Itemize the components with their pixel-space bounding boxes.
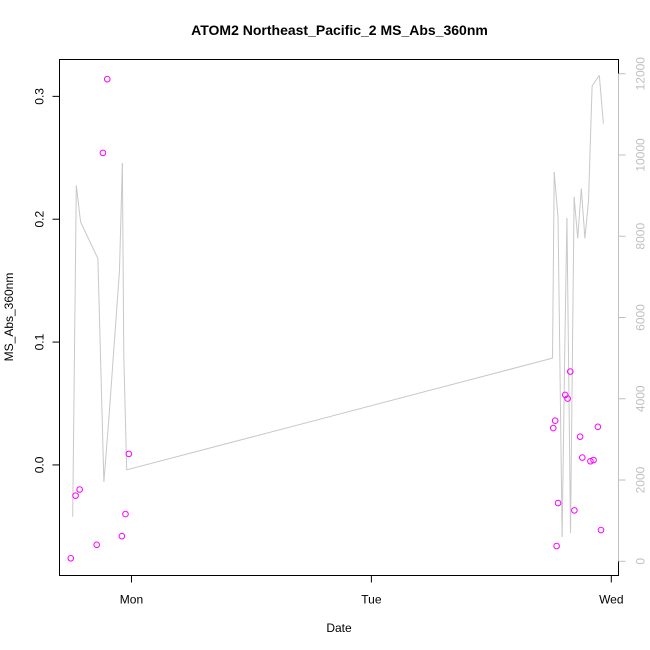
line-segment: [557, 217, 563, 537]
data-point: [99, 149, 107, 157]
data-point: [93, 541, 100, 549]
line-segment: [552, 172, 555, 359]
y-axis-left: 0.0 0.1 0.2 0.3: [33, 88, 60, 473]
x-tick-label: Mon: [120, 593, 143, 607]
data-point: [118, 532, 126, 540]
y-tick-label: 0.1: [33, 333, 47, 350]
y-axis-label: MS_Abs_360nm: [2, 273, 16, 362]
line-segment: [570, 196, 575, 533]
series-line-group: [72, 75, 604, 537]
data-point: [125, 450, 133, 458]
y-tick-label: 0.0: [33, 456, 47, 473]
line-segment: [108, 270, 120, 422]
plot-box: [59, 59, 619, 576]
y2-tick-label: 8000: [634, 223, 648, 250]
line-segment: [126, 357, 553, 471]
data-point: [564, 395, 571, 402]
line-segment: [598, 75, 604, 124]
data-point: [587, 457, 594, 465]
x-tick-label: Tue: [361, 593, 382, 607]
data-point: [594, 423, 602, 431]
data-point: [76, 486, 83, 493]
line-segment: [121, 163, 125, 357]
line-segment: [580, 188, 586, 239]
y2-tick-label: 6000: [634, 304, 648, 331]
line-segment: [561, 366, 566, 537]
data-point: [590, 456, 597, 464]
data-point: [551, 417, 559, 425]
data-point: [554, 499, 562, 507]
data-point: [72, 492, 79, 499]
line-segment: [564, 217, 568, 367]
y2-tick-label: 12000: [634, 57, 648, 91]
line-segment: [75, 185, 82, 223]
y2-tick-label: 10000: [634, 138, 648, 172]
data-point: [566, 368, 574, 375]
line-segment: [591, 75, 600, 87]
data-point: [549, 424, 557, 432]
line-segment: [118, 163, 123, 271]
line-segment: [72, 185, 77, 517]
line-segment: [123, 356, 128, 470]
line-segment: [97, 258, 105, 483]
data-point: [67, 555, 75, 562]
line-segment: [553, 172, 559, 218]
y2-tick-label: 4000: [634, 385, 648, 412]
x-axis: Mon Tue Wed: [120, 575, 624, 607]
y-tick-label: 0.2: [33, 211, 47, 228]
chart-title: ATOM2 Northeast_Pacific_2 MS_Abs_360nm: [191, 22, 488, 38]
y-axis-right: 0 2000 4000 6000 8000 10000 12000: [618, 57, 648, 565]
y2-tick-label: 2000: [634, 466, 648, 493]
data-point: [597, 526, 605, 534]
data-point: [576, 433, 584, 440]
data-point: [571, 507, 578, 514]
line-segment: [573, 196, 579, 239]
line-segment: [566, 217, 572, 533]
line-segment: [577, 188, 582, 239]
y-tick-label: 0.3: [33, 88, 47, 105]
data-point: [122, 510, 129, 518]
series-points-group: [67, 75, 605, 562]
line-segment: [103, 421, 110, 483]
x-tick-label: Wed: [599, 593, 623, 607]
data-point: [103, 75, 111, 83]
line-segment: [80, 221, 99, 259]
data-point: [578, 454, 586, 461]
y2-tick-label: 0: [634, 558, 648, 565]
x-axis-label: Date: [326, 621, 352, 635]
line-segment: [588, 85, 593, 201]
line-segment: [584, 200, 590, 239]
data-point: [553, 542, 560, 550]
